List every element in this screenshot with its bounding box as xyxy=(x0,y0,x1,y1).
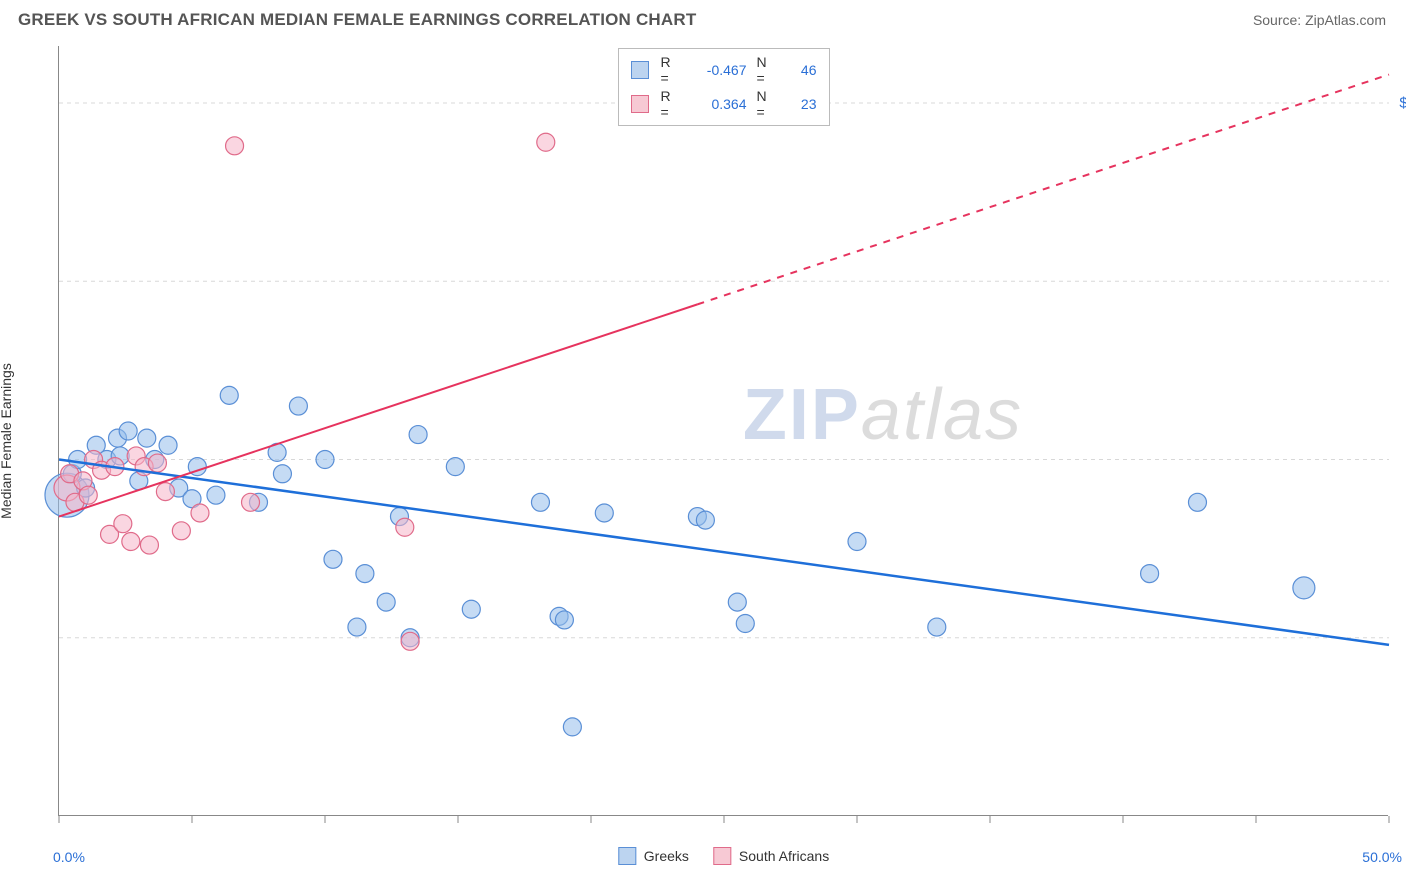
legend-row: R = -0.467 N = 46 xyxy=(631,53,817,87)
data-point-greeks xyxy=(848,533,866,551)
chart-header: GREEK VS SOUTH AFRICAN MEDIAN FEMALE EAR… xyxy=(0,0,1406,36)
data-point-south_africans xyxy=(242,493,260,511)
y-axis-label: Median Female Earnings xyxy=(0,363,14,519)
data-point-south_africans xyxy=(396,518,414,536)
legend-r-value: 0.364 xyxy=(691,96,747,112)
source-label: Source: xyxy=(1253,12,1305,28)
data-point-greeks xyxy=(563,718,581,736)
data-point-greeks xyxy=(928,618,946,636)
data-point-south_africans xyxy=(114,515,132,533)
data-point-south_africans xyxy=(156,483,174,501)
data-point-greeks xyxy=(316,451,334,469)
legend-r-label: R = xyxy=(661,88,681,120)
data-point-greeks xyxy=(207,486,225,504)
legend-row: R = 0.364 N = 23 xyxy=(631,87,817,121)
data-point-greeks xyxy=(446,458,464,476)
y-tick-label: $100,000 xyxy=(1399,95,1406,112)
legend-r-label: R = xyxy=(661,54,681,86)
legend-series-label: Greeks xyxy=(644,848,689,864)
data-point-greeks xyxy=(324,550,342,568)
legend-item: Greeks xyxy=(618,847,689,865)
legend-swatch xyxy=(713,847,731,865)
data-point-south_africans xyxy=(401,632,419,650)
correlation-legend: R = -0.467 N = 46 R = 0.364 N = 23 xyxy=(618,48,830,126)
data-point-greeks xyxy=(1293,577,1315,599)
legend-swatch xyxy=(631,95,649,113)
data-point-south_africans xyxy=(191,504,209,522)
data-point-greeks xyxy=(289,397,307,415)
chart-container: Median Female Earnings ZIPatlas R =-0.46… xyxy=(48,36,1398,846)
x-axis-max-label: 50.0% xyxy=(1362,849,1402,865)
data-point-greeks xyxy=(409,426,427,444)
chart-title: GREEK VS SOUTH AFRICAN MEDIAN FEMALE EAR… xyxy=(18,10,696,30)
data-point-greeks xyxy=(273,465,291,483)
data-point-greeks xyxy=(696,511,714,529)
legend-n-label: N = xyxy=(757,88,777,120)
source-attribution: Source: ZipAtlas.com xyxy=(1253,12,1386,28)
data-point-greeks xyxy=(119,422,137,440)
data-point-greeks xyxy=(728,593,746,611)
data-point-greeks xyxy=(356,565,374,583)
data-point-south_africans xyxy=(148,454,166,472)
legend-r-value: -0.467 xyxy=(691,62,747,78)
legend-n-value: 23 xyxy=(787,96,817,112)
legend-n-value: 46 xyxy=(787,62,817,78)
trend-line-south_africans xyxy=(59,304,697,516)
data-point-greeks xyxy=(1188,493,1206,511)
legend-n-label: N = xyxy=(757,54,777,86)
data-point-greeks xyxy=(555,611,573,629)
data-point-greeks xyxy=(736,615,754,633)
data-point-greeks xyxy=(138,429,156,447)
legend-swatch xyxy=(631,61,649,79)
data-point-greeks xyxy=(159,436,177,454)
data-point-south_africans xyxy=(172,522,190,540)
data-point-greeks xyxy=(377,593,395,611)
data-point-south_africans xyxy=(122,533,140,551)
series-legend: Greeks South Africans xyxy=(618,847,829,865)
plot-area: ZIPatlas R =-0.467N =46R =0.364N =23 Gre… xyxy=(58,46,1388,816)
data-point-greeks xyxy=(462,600,480,618)
trend-line-greeks xyxy=(59,460,1389,645)
data-point-greeks xyxy=(220,386,238,404)
data-point-greeks xyxy=(595,504,613,522)
data-point-south_africans xyxy=(226,137,244,155)
data-point-south_africans xyxy=(537,133,555,151)
legend-swatch xyxy=(618,847,636,865)
data-point-south_africans xyxy=(79,486,97,504)
scatter-plot-svg xyxy=(59,46,1389,816)
x-axis-min-label: 0.0% xyxy=(53,849,85,865)
legend-series-label: South Africans xyxy=(739,848,829,864)
source-name: ZipAtlas.com xyxy=(1305,12,1386,28)
data-point-south_africans xyxy=(140,536,158,554)
data-point-greeks xyxy=(348,618,366,636)
data-point-greeks xyxy=(1141,565,1159,583)
legend-item: South Africans xyxy=(713,847,829,865)
data-point-greeks xyxy=(531,493,549,511)
